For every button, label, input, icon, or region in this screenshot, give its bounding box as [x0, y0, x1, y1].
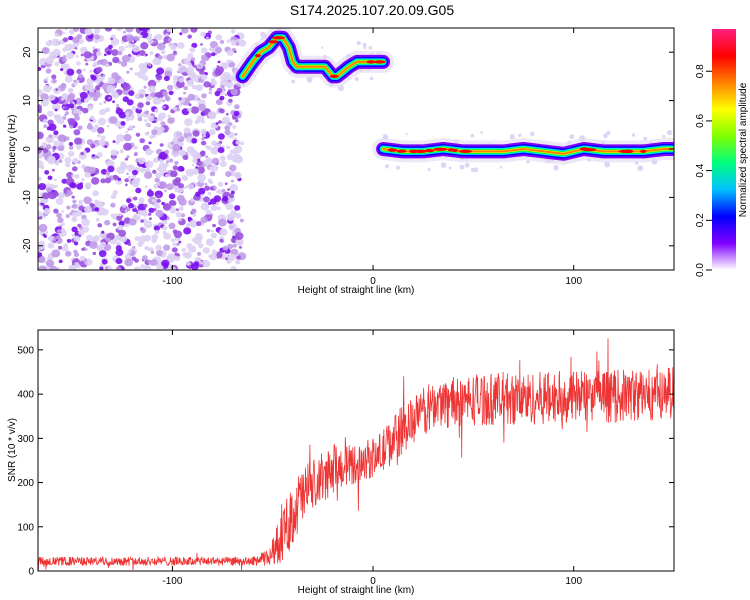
figure-title: S174.2025.107.20.09.G05 — [290, 2, 454, 18]
colorbar: 0.0 0.2 0.4 0.6 0.8 Normalized spectral ampl… — [695, 29, 749, 277]
spectrogram-ytick-label: 0 — [22, 146, 33, 152]
snr-ylabel: SNR (10 * v/v) — [7, 418, 18, 482]
snr-xtick-label: 100 — [565, 576, 582, 587]
colorbar-tick-label: 0.8 — [695, 64, 706, 78]
colorbar-tick-label: 0.4 — [695, 163, 706, 177]
spectrogram-xtick-label: -100 — [162, 276, 182, 287]
snr-xlabel: Height of straight line (km) — [298, 585, 415, 596]
snr-ticks: -100 0 100 0 100 200 300 400 500 — [17, 330, 674, 587]
spectrogram-ytick-label: 10 — [22, 95, 33, 107]
colorbar-tick-label: 0.6 — [695, 114, 706, 128]
snr-series-line — [38, 338, 674, 571]
snr-frame — [37, 329, 675, 572]
snr-xtick-label: 0 — [370, 576, 376, 587]
spectrogram-ytick-label: -10 — [22, 190, 33, 205]
spectrogram-ylabel: Frequency (Hz) — [7, 115, 18, 184]
colorbar-gradient — [712, 29, 736, 270]
snr-ytick-label: 0 — [28, 567, 34, 578]
snr-panel: -100 0 100 0 100 200 300 400 500 Height of strai… — [7, 329, 675, 596]
colorbar-label: Normalized spectral amplitude — [738, 82, 749, 217]
snr-area — [38, 338, 674, 571]
ridge-lower — [372, 130, 674, 173]
noise-speckle — [38, 28, 247, 270]
spectrogram-area — [38, 28, 674, 270]
snr-ytick-label: 400 — [17, 390, 34, 401]
ridge-upper — [231, 28, 395, 92]
spectrogram-xlabel: Height of straight line (km) — [298, 285, 415, 296]
spectrogram-ytick-label: 20 — [22, 46, 33, 58]
spectrogram-xtick-label: 100 — [565, 276, 582, 287]
colorbar-ticks: 0.0 0.2 0.4 0.6 0.8 — [695, 64, 712, 277]
snr-ytick-label: 500 — [17, 345, 34, 356]
snr-ytick-label: 200 — [17, 478, 34, 489]
colorbar-tick-label: 0.2 — [695, 213, 706, 227]
spectrogram-xtick-label: 0 — [370, 276, 376, 287]
snr-ytick-label: 300 — [17, 434, 34, 445]
colorbar-tick-label: 0.0 — [695, 263, 706, 277]
snr-xtick-label: -100 — [162, 576, 182, 587]
spectrogram-ytick-label: -20 — [22, 238, 33, 253]
snr-ytick-label: 100 — [17, 522, 34, 533]
